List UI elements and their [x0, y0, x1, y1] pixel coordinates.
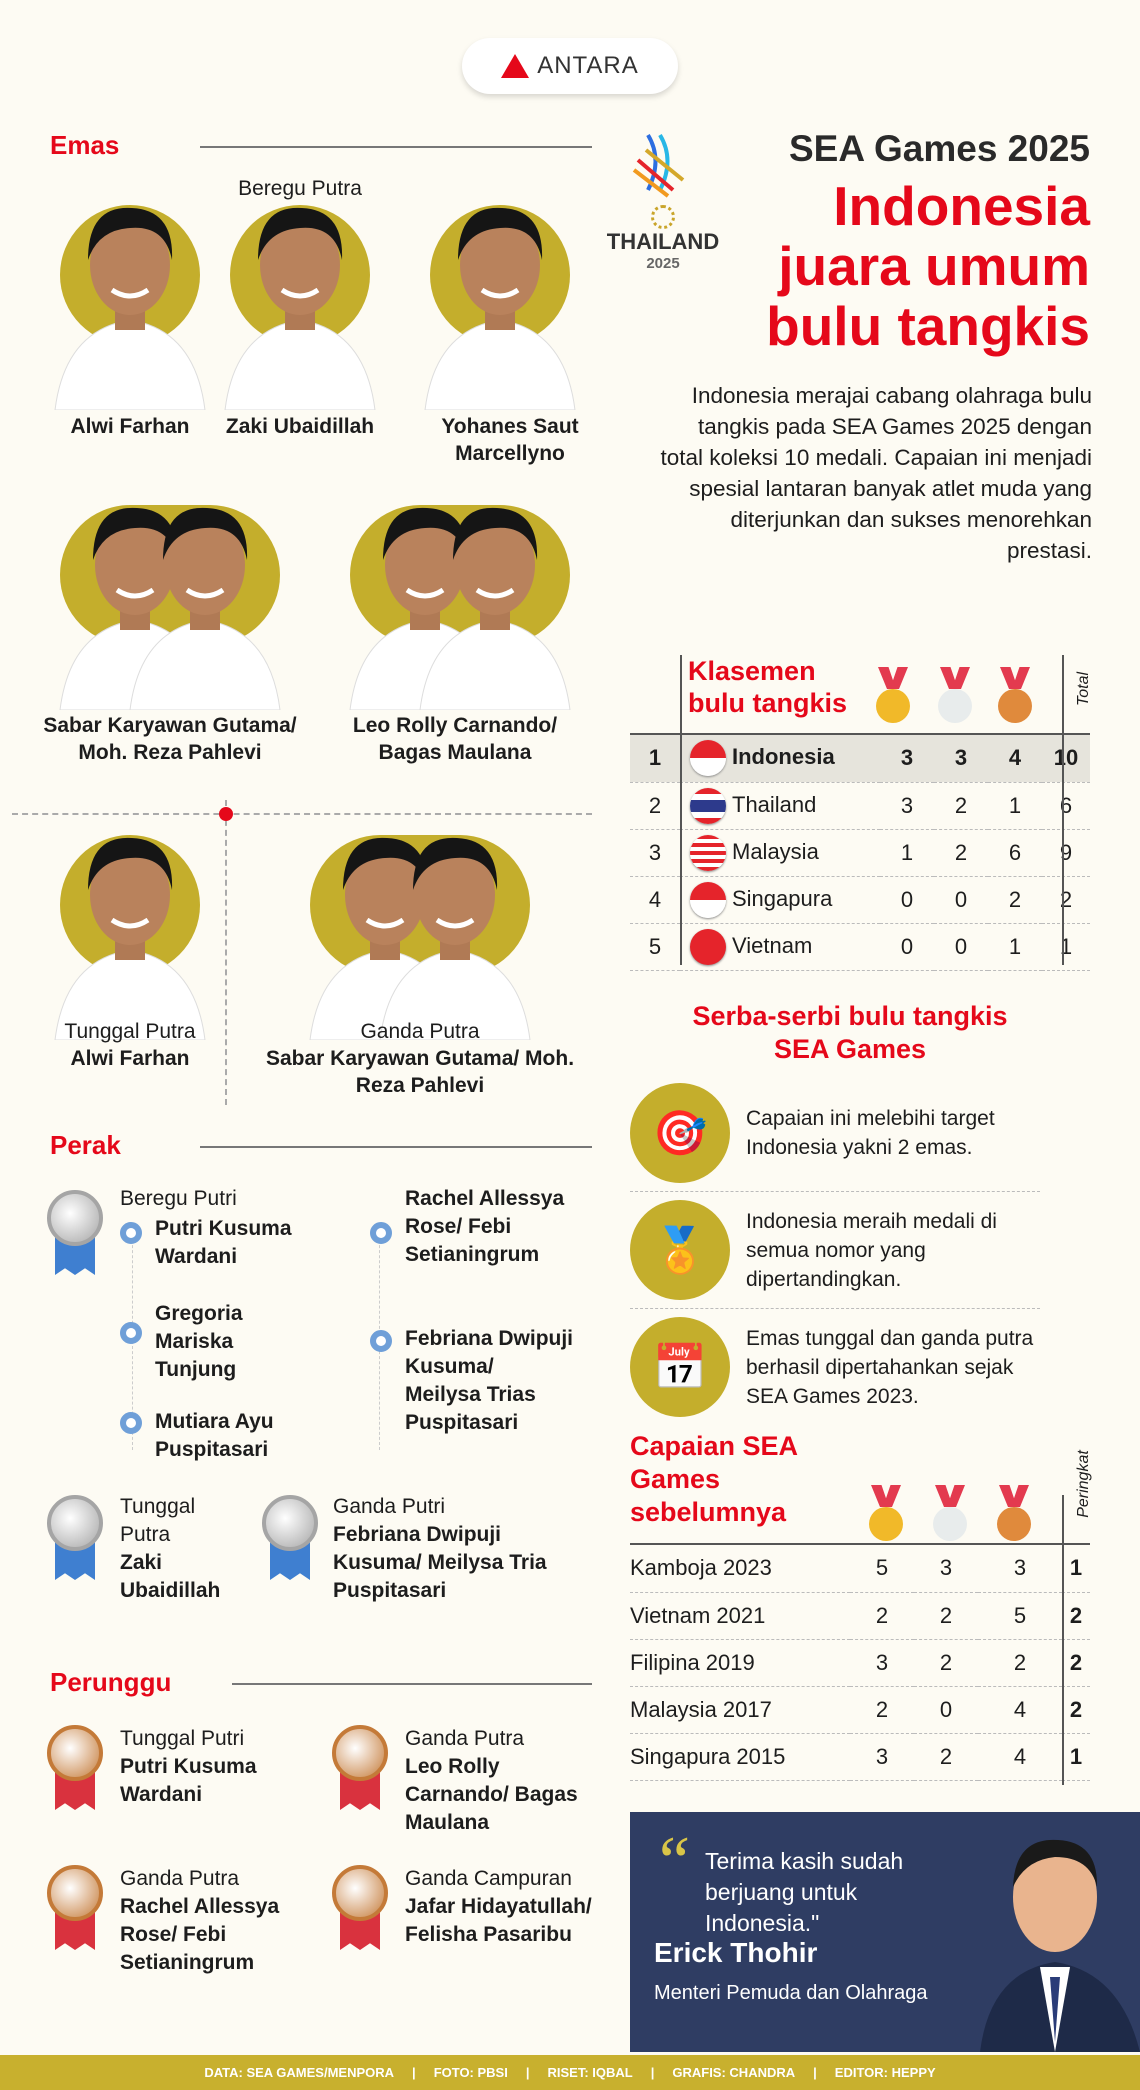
dashed-divider — [225, 800, 227, 1105]
bronze-item: Ganda Campuran Jafar Hidayatullah/ Felish… — [405, 1867, 592, 1946]
athlete-name: Sabar Karyawan Gutama/ Moh. Reza Pahlevi — [265, 1047, 575, 1097]
athlete-name: Alwi Farhan — [70, 415, 190, 438]
erick-thohir-portrait — [980, 1839, 1140, 2052]
flower-icon — [651, 205, 675, 229]
standings-row: 2 Thailand 3 2 1 6 — [630, 782, 1090, 830]
athlete-name: Sabar Karyawan Gutama/ Moh. Reza Pahlevi — [43, 714, 297, 764]
history-table: Capaian SEA Games sebelumnya Peringkat K… — [630, 1430, 1092, 1785]
credit: DATA: SEA GAMES/MENPORA — [204, 2065, 395, 2080]
antara-mark-icon — [501, 54, 530, 78]
standings-table: Klasemen bulu tangkis Total 1 Indonesia 3 3… — [630, 655, 1092, 971]
bullet-ring-icon — [120, 1222, 142, 1244]
bronze-item: Ganda Putra Rachel Allessya Rose/ Febi Se… — [120, 1867, 280, 1974]
dashed-divider — [12, 813, 592, 815]
credit: FOTO: PBSI — [433, 2065, 508, 2080]
athlete-portrait — [20, 480, 320, 710]
athlete-name: Putri Kusuma Wardani — [155, 1217, 292, 1268]
silver-section-title: Perak — [50, 1130, 121, 1160]
credit: EDITOR: HEPPY — [834, 2065, 936, 2080]
event-label: Beregu Putri — [120, 1187, 237, 1210]
gold-medal-icon — [874, 667, 912, 727]
bullet-ring-icon — [120, 1322, 142, 1344]
silver-medal-icon — [45, 1495, 105, 1585]
standings-row: 1 Indonesia 3 3 4 10 — [630, 735, 1090, 783]
credit: RISET: IQBAL — [547, 2065, 633, 2080]
history-row: Vietnam 2021 2 2 5 2 — [630, 1592, 1090, 1640]
target-shuttlecock-icon: 🎯 — [630, 1083, 730, 1183]
bullet-ring-icon — [370, 1222, 392, 1244]
credit: GRAFIS: CHANDRA — [672, 2065, 796, 2080]
bullet-ring-icon — [120, 1412, 142, 1434]
athlete-name: Rachel Allessya Rose/ Febi Setianingrum — [405, 1187, 565, 1266]
bronze-item: Ganda Putra Leo Rolly Carnando/ Bagas Mau… — [405, 1727, 578, 1834]
headline: Indonesia juara umum bulu tangkis — [766, 175, 1090, 357]
silver-medal-icon — [936, 667, 974, 727]
event-label: Tunggal Putra — [64, 1020, 196, 1043]
fact-item: 🎯 Capaian ini melebihi target Indonesia y… — [630, 1075, 1040, 1192]
quote-mark-icon: “ — [652, 1823, 691, 1900]
athlete-name: Zaki Ubaidillah — [225, 415, 375, 438]
facts-title: Serba-serbi bulu tangkis SEA Games — [692, 1001, 1008, 1064]
athlete-name: Yohanes Saut Marcellyno — [441, 415, 579, 465]
bronze-medal-icon — [995, 1485, 1033, 1545]
flag-vietnam-icon — [690, 928, 726, 965]
footer-credits: DATA: SEA GAMES/MENPORA | FOTO: PBSI | RISET… — [0, 2055, 1140, 2090]
standings-row: 5 Vietnam 0 0 1 1 — [630, 923, 1090, 971]
medals-icon: 🏅 — [630, 1200, 730, 1300]
bronze-medal-icon — [45, 1725, 105, 1815]
page-title: SEA Games 2025 — [789, 128, 1090, 169]
team-label: Beregu Putra — [238, 177, 362, 200]
event-label: Ganda Putra — [360, 1020, 480, 1043]
intro-paragraph: Indonesia merajai cabang olahraga bulu t… — [660, 383, 1093, 563]
history-row: Filipina 2019 3 2 2 2 — [630, 1639, 1090, 1687]
history-row: Malaysia 2017 2 0 4 2 — [630, 1686, 1090, 1734]
bronze-medal-icon — [330, 1865, 390, 1955]
standings-row: 4 Singapura 0 0 2 2 — [630, 876, 1090, 924]
flag-thailand-icon — [690, 787, 726, 824]
athlete-portrait — [310, 480, 610, 710]
silver-medal-icon — [260, 1495, 320, 1585]
bronze-medal-icon — [996, 667, 1034, 727]
antara-logo: ANTARA — [462, 38, 678, 94]
quote-box: “ Terima kasih sudah berjuang untuk Indo… — [630, 1812, 1140, 2052]
bullet-ring-icon — [370, 1330, 392, 1352]
divider — [200, 1146, 592, 1148]
athlete-name: Mutiara Ayu Puspitasari — [155, 1410, 274, 1461]
bronze-medal-icon — [330, 1725, 390, 1815]
standings-row: 3 Malaysia 1 2 6 9 — [630, 829, 1090, 877]
sea-games-logo: THAILAND 2025 — [598, 130, 728, 272]
bronze-section-title: Perunggu — [50, 1667, 172, 1697]
silver-doubles: Ganda Putri Febriana Dwipuji Kusuma/ Meil… — [333, 1495, 547, 1602]
flag-malaysia-icon — [690, 834, 726, 871]
athlete-name: Alwi Farhan — [70, 1047, 190, 1070]
gold-medal-icon — [867, 1485, 905, 1545]
fact-item: 📅 Emas tunggal dan ganda putra berhasil d… — [630, 1309, 1040, 1425]
athlete-portrait — [30, 180, 230, 410]
silver-medal-icon — [931, 1485, 969, 1545]
divider — [232, 1683, 592, 1685]
athlete-portrait — [270, 810, 570, 1040]
calendar-badge-icon: 📅 — [630, 1317, 730, 1417]
athlete-name: Gregoria Mariska Tunjung — [155, 1302, 243, 1381]
bronze-medal-icon — [45, 1865, 105, 1955]
athlete-name: Febriana Dwipuji Kusuma/ Meilysa Trias P… — [405, 1327, 574, 1434]
athlete-portrait — [400, 180, 600, 410]
silver-medal-icon — [45, 1190, 105, 1280]
bronze-item: Tunggal Putri Putri Kusuma Wardani — [120, 1727, 257, 1806]
flag-indonesia-icon — [690, 740, 726, 777]
athlete-name: Leo Rolly Carnando/ Bagas Maulana — [352, 714, 558, 764]
red-dot — [219, 807, 233, 821]
athlete-portrait — [30, 810, 230, 1040]
athlete-portrait — [200, 180, 400, 410]
sea-games-emblem-icon — [632, 133, 685, 198]
gold-section-title: Emas — [50, 130, 120, 160]
fact-item: 🏅 Indonesia meraih medali di semua nomor … — [630, 1192, 1040, 1309]
flag-singapura-icon — [690, 881, 726, 918]
history-row: Singapura 2015 3 2 4 1 — [630, 1733, 1090, 1781]
divider — [200, 146, 592, 148]
silver-singles: Tunggal Putra Zaki Ubaidillah — [120, 1495, 221, 1602]
history-row: Kamboja 2023 5 3 3 1 — [630, 1545, 1090, 1593]
